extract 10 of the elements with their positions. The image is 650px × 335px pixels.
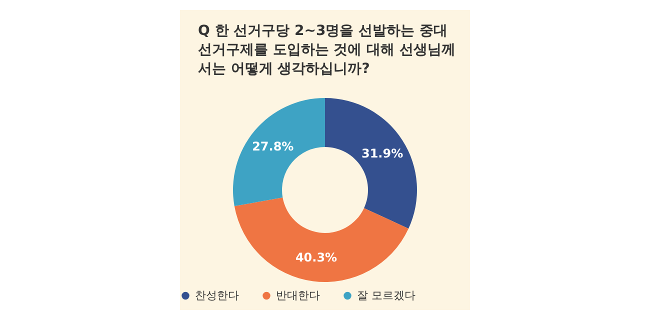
- legend-label: 잘 모르겠다: [357, 288, 416, 302]
- legend-label: 찬성한다: [195, 288, 239, 302]
- data-label: 27.8%: [252, 139, 294, 154]
- data-label: 31.9%: [361, 146, 404, 160]
- chart-title: Q 한 선거구당 2~3명을 선발하는 중대선거구제를 도입하는 것에 대해 선생님께서는 어떻게 생각하십니까?: [198, 22, 456, 79]
- donut-slice: [233, 98, 325, 206]
- donut-slice: [325, 98, 417, 229]
- donut-slice: [234, 198, 408, 282]
- data-label: 40.3%: [295, 250, 338, 264]
- legend-label: 반대한다: [276, 288, 320, 302]
